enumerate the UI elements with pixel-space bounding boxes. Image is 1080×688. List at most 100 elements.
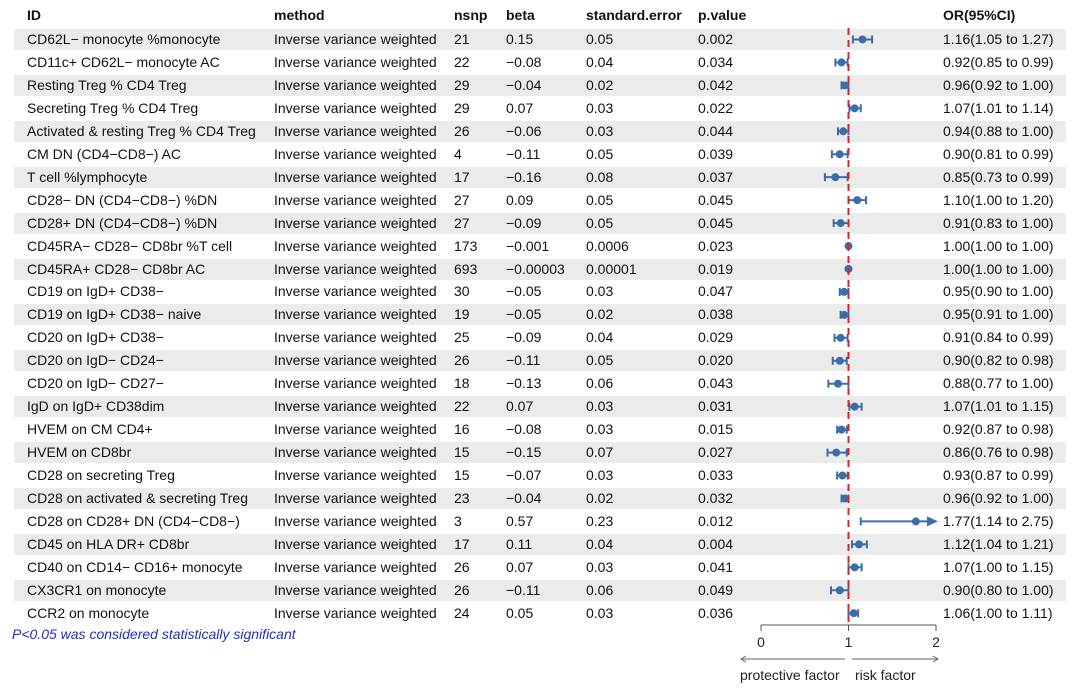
row-or-ci: 0.85(0.73 to 0.99) (943, 168, 1054, 185)
row-or-ci: 0.90(0.82 to 0.98) (943, 352, 1054, 369)
row-id: CD20 on IgD+ CD38− (27, 329, 164, 346)
forest-mark (847, 196, 867, 205)
forest-mark (838, 287, 850, 296)
row-p-value: 0.002 (698, 31, 734, 47)
row-nsnp: 17 (454, 535, 470, 552)
point-estimate (835, 150, 844, 159)
row-standard-error: 0.05 (586, 352, 614, 369)
row-method: Inverse variance weighted (274, 76, 437, 93)
row-id: CD28− DN (CD4−CD8−) %DN (27, 191, 218, 208)
row-id: CD45RA+ CD28− CD8br AC (27, 260, 206, 277)
row-stripe (14, 579, 1066, 601)
row-or-ci: 0.92(0.85 to 0.99) (943, 53, 1054, 70)
row-beta: −0.00003 (506, 260, 565, 277)
row-nsnp: 29 (454, 76, 470, 93)
row-p-value: 0.044 (698, 122, 734, 139)
x-tick-label-1: 1 (845, 634, 853, 650)
row-nsnp: 18 (454, 375, 470, 392)
row-p-value: 0.033 (698, 467, 734, 484)
row-or-ci: 0.93(0.87 to 0.99) (943, 467, 1054, 484)
row-p-value: 0.038 (698, 306, 734, 323)
forest-mark (847, 563, 863, 572)
row-standard-error: 0.03 (586, 421, 614, 438)
point-estimate (849, 609, 858, 618)
row-beta: 0.11 (506, 535, 533, 552)
row-method: Inverse variance weighted (274, 31, 437, 47)
row-id: CD40 on CD14− CD16+ monocyte (27, 558, 243, 575)
row-nsnp: 29 (454, 99, 470, 116)
row-nsnp: 17 (454, 168, 470, 185)
row-stripe (14, 74, 1066, 96)
row-or-ci: 1.77(1.14 to 2.75) (943, 512, 1054, 529)
row-stripe (14, 166, 1066, 188)
point-estimate (911, 517, 920, 526)
row-method: Inverse variance weighted (274, 421, 437, 438)
row-id: IgD on IgD+ CD38dim (27, 398, 165, 415)
row-or-ci: 0.91(0.84 to 0.99) (943, 329, 1054, 346)
row-or-ci: 0.96(0.92 to 1.00) (943, 490, 1054, 506)
point-estimate (850, 563, 859, 572)
row-nsnp: 16 (454, 421, 470, 438)
row-id: CD28 on CD28+ DN (CD4−CD8−) (27, 512, 240, 529)
protective-factor-label: protective factor (740, 667, 840, 683)
row-stripe (14, 442, 1066, 464)
row-stripe (14, 120, 1066, 142)
point-estimate (841, 81, 849, 90)
row-method: Inverse variance weighted (274, 490, 437, 506)
row-p-value: 0.019 (698, 260, 734, 277)
x-tick-label-0: 0 (757, 634, 765, 650)
forest-mark (836, 471, 849, 480)
forest-mark (833, 333, 849, 342)
row-id: CD20 on IgD− CD24− (27, 352, 164, 369)
row-or-ci: 0.96(0.92 to 1.00) (943, 76, 1054, 93)
point-estimate (850, 402, 859, 411)
row-standard-error: 0.06 (586, 581, 614, 598)
point-estimate (835, 586, 844, 595)
row-method: Inverse variance weighted (274, 512, 437, 529)
row-or-ci: 0.95(0.90 to 1.00) (943, 283, 1054, 300)
row-method: Inverse variance weighted (274, 558, 437, 575)
row-id: CD28 on activated & secreting Treg (27, 490, 249, 506)
row-or-ci: 1.07(1.01 to 1.14) (943, 99, 1054, 116)
row-nsnp: 22 (454, 398, 470, 415)
row-beta: −0.11 (506, 352, 541, 369)
row-id: HVEM on CM CD4+ (27, 421, 153, 438)
row-nsnp: 173 (454, 237, 478, 254)
row-stripe (14, 350, 1066, 372)
row-method: Inverse variance weighted (274, 122, 437, 139)
row-p-value: 0.031 (698, 398, 734, 415)
risk-arrowhead (932, 655, 939, 663)
forest-mark (832, 219, 850, 228)
header-beta: beta (506, 7, 535, 23)
row-p-value: 0.022 (698, 99, 734, 116)
row-or-ci: 0.86(0.76 to 0.98) (943, 444, 1054, 461)
row-p-value: 0.023 (698, 237, 734, 254)
row-nsnp: 26 (454, 352, 470, 369)
row-p-value: 0.015 (698, 421, 734, 438)
point-estimate (853, 196, 862, 205)
row-or-ci: 1.10(1.00 to 1.20) (943, 191, 1054, 208)
row-standard-error: 0.03 (586, 398, 614, 415)
row-stripe (14, 488, 1066, 509)
row-id: CM DN (CD4−CD8−) AC (27, 145, 182, 162)
row-stripe (14, 212, 1066, 234)
point-estimate (858, 35, 867, 44)
row-method: Inverse variance weighted (274, 329, 437, 346)
header-method: method (274, 7, 325, 23)
row-id: CCR2 on monocyte (27, 604, 150, 621)
row-standard-error: 0.02 (586, 306, 614, 323)
direction-arrows (740, 655, 939, 663)
point-estimate (850, 104, 859, 113)
row-beta: −0.05 (506, 306, 542, 323)
row-id: CD28+ DN (CD4−CD8−) %DN (27, 214, 218, 231)
row-nsnp: 3 (454, 512, 462, 529)
row-standard-error: 0.0006 (586, 237, 629, 254)
row-p-value: 0.027 (698, 444, 734, 461)
row-p-value: 0.047 (698, 283, 734, 300)
row-method: Inverse variance weighted (274, 398, 437, 415)
row-beta: −0.09 (506, 329, 542, 346)
row-or-ci: 1.12(1.04 to 1.21) (943, 535, 1054, 552)
row-id: Resting Treg % CD4 Treg (27, 76, 187, 93)
row-beta: 0.57 (506, 512, 534, 529)
